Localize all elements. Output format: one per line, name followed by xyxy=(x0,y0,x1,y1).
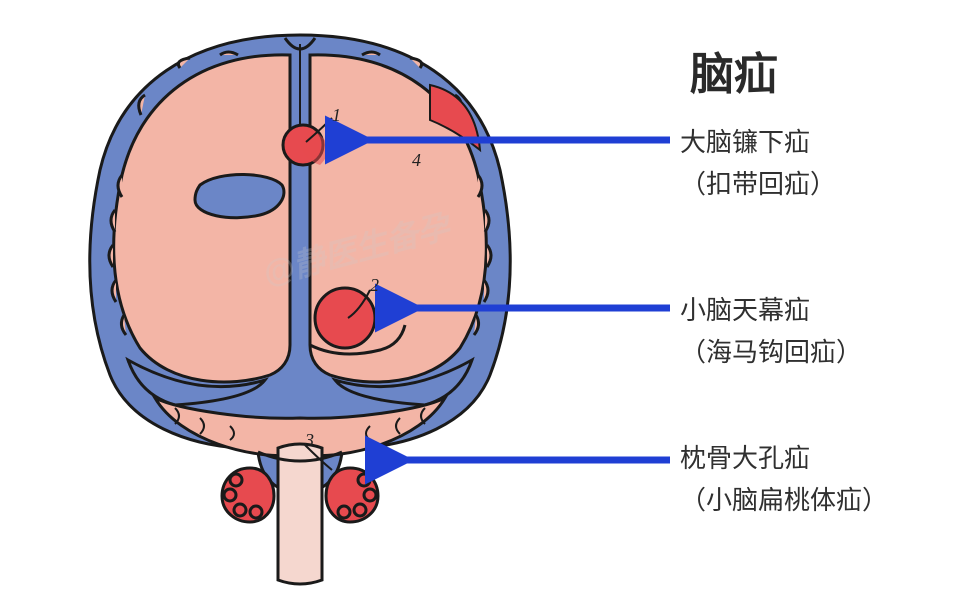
num-3: 3 xyxy=(305,430,314,451)
label-subfalcine: 大脑镰下疝 （扣带回疝） xyxy=(680,122,836,205)
num-1: 1 xyxy=(332,105,341,126)
label-text: 小脑天幕疝 xyxy=(680,290,862,332)
left-ventricle xyxy=(195,174,284,217)
label-subtext: （海马钩回疝） xyxy=(680,332,862,374)
label-text: 枕骨大孔疝 xyxy=(680,438,888,480)
diagram-title: 脑疝 xyxy=(690,38,778,102)
num-4: 4 xyxy=(412,150,421,171)
label-transtentorial: 小脑天幕疝 （海马钩回疝） xyxy=(680,290,862,373)
num-2: 2 xyxy=(370,275,379,296)
label-text: 大脑镰下疝 xyxy=(680,122,836,164)
label-tonsillar: 枕骨大孔疝 （小脑扁桃体疝） xyxy=(680,438,888,521)
brainstem xyxy=(278,444,322,584)
label-subtext: （小脑扁桃体疝） xyxy=(680,480,888,522)
label-subtext: （扣带回疝） xyxy=(680,164,836,206)
